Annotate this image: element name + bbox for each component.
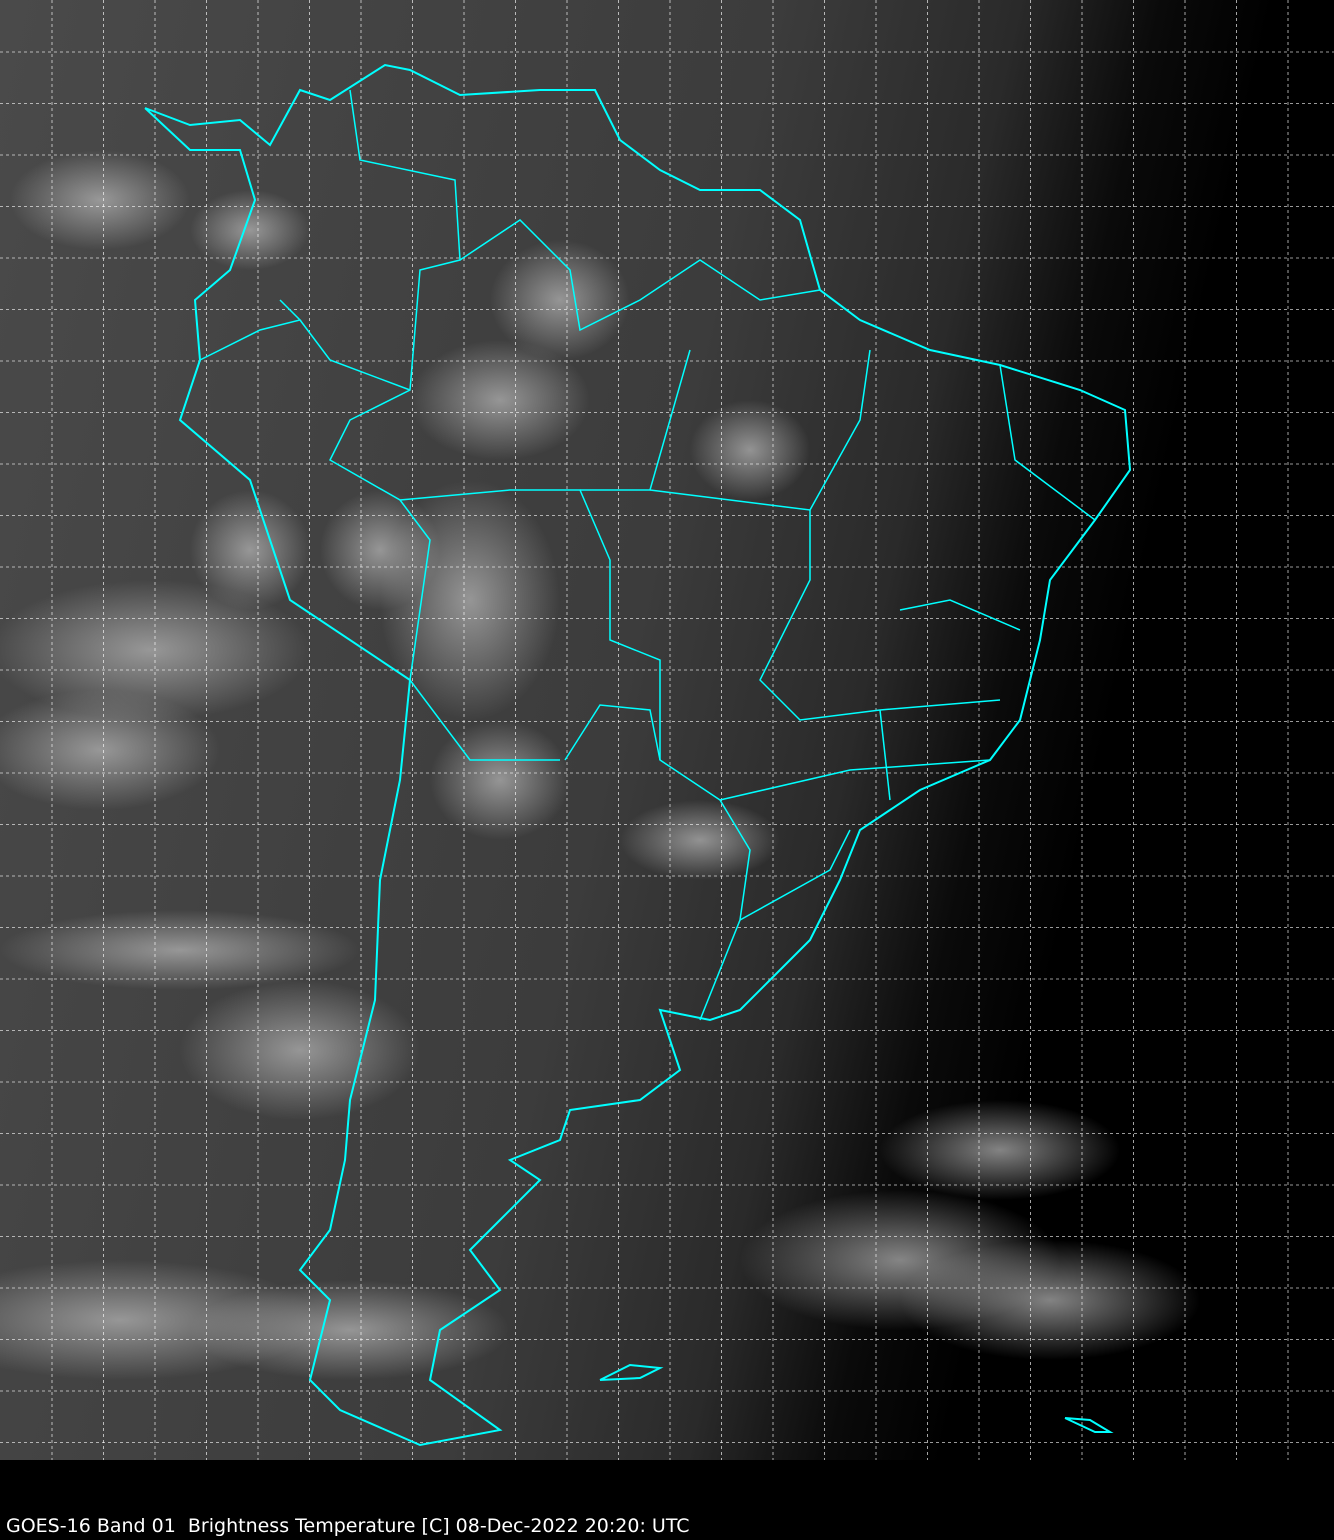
border-line <box>564 704 661 761</box>
border-line <box>399 489 721 801</box>
border-line <box>759 510 1001 721</box>
border-line <box>739 829 851 921</box>
cloud-patch <box>0 910 360 990</box>
border-line <box>199 299 302 361</box>
country-borders <box>199 89 1114 1433</box>
cloud-layer <box>0 150 1200 1380</box>
cloud-patch <box>690 400 810 500</box>
island-outline <box>1064 1417 1114 1433</box>
cloud-patch <box>620 800 780 880</box>
cloud-patch <box>190 190 310 270</box>
cloud-patch <box>190 490 310 610</box>
cloud-patch <box>180 980 420 1120</box>
lat-lon-grid <box>0 0 1334 1460</box>
cloud-patch <box>320 490 440 610</box>
image-caption: GOES-16 Band 01 Brightness Temperature [… <box>6 1515 690 1537</box>
border-line <box>459 219 821 332</box>
cloud-patch <box>0 690 220 810</box>
border-line <box>999 364 1096 521</box>
satellite-map <box>0 0 1334 1460</box>
border-line <box>879 709 891 801</box>
island-outline <box>599 1363 664 1381</box>
cloud-patch <box>10 150 190 250</box>
border-line <box>409 679 560 761</box>
border-line <box>299 319 411 391</box>
cloud-patch <box>190 1280 510 1380</box>
south-america-coastline <box>144 63 1132 1447</box>
cloud-patch <box>900 1240 1200 1360</box>
cloud-patch <box>410 340 590 460</box>
border-line <box>649 349 871 511</box>
border-line <box>719 759 991 801</box>
cloud-patch <box>880 1100 1120 1200</box>
cloud-patch <box>490 240 630 360</box>
cloud-patch <box>430 720 570 840</box>
border-line <box>699 799 751 1021</box>
border-line <box>899 599 1021 631</box>
